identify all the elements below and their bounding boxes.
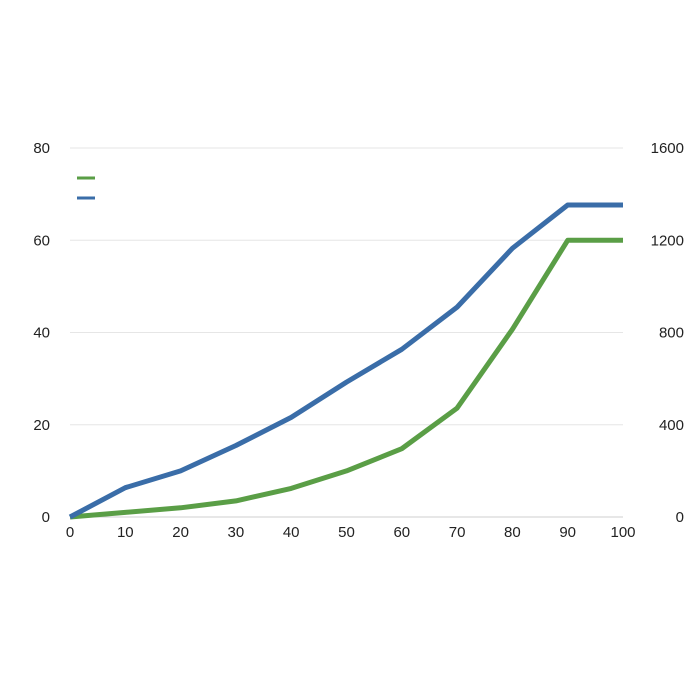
- x-tick-label: 30: [228, 524, 245, 541]
- y-tick-label: 80: [33, 140, 50, 157]
- x-tick-label: 20: [172, 524, 189, 541]
- y-tick-label: 60: [33, 232, 50, 249]
- x-tick-label: 60: [393, 524, 410, 541]
- series-line-2: [68, 202, 623, 520]
- legend: [77, 176, 95, 200]
- y2-tick-label: 1600: [651, 140, 684, 157]
- y2-tick-label: 1200: [651, 232, 684, 249]
- x-tick-label: 70: [449, 524, 466, 541]
- y2-tick-label: 800: [659, 325, 684, 342]
- series-line-1: [69, 237, 623, 520]
- x-tick-label: 90: [559, 524, 576, 541]
- gridlines: [70, 147, 623, 426]
- series-lines: [68, 202, 623, 520]
- x-tick-label: 0: [66, 524, 74, 541]
- y2-tick-label: 400: [659, 417, 684, 434]
- x-tick-label: 80: [504, 524, 521, 541]
- y-tick-label: 0: [42, 509, 50, 526]
- y2-tick-label: 0: [676, 509, 684, 526]
- x-tick-label: 50: [338, 524, 355, 541]
- x-tick-label: 40: [283, 524, 300, 541]
- y-tick-label: 40: [33, 325, 50, 342]
- y-tick-label: 20: [33, 417, 50, 434]
- x-tick-label: 10: [117, 524, 134, 541]
- x-tick-label: 100: [610, 524, 635, 541]
